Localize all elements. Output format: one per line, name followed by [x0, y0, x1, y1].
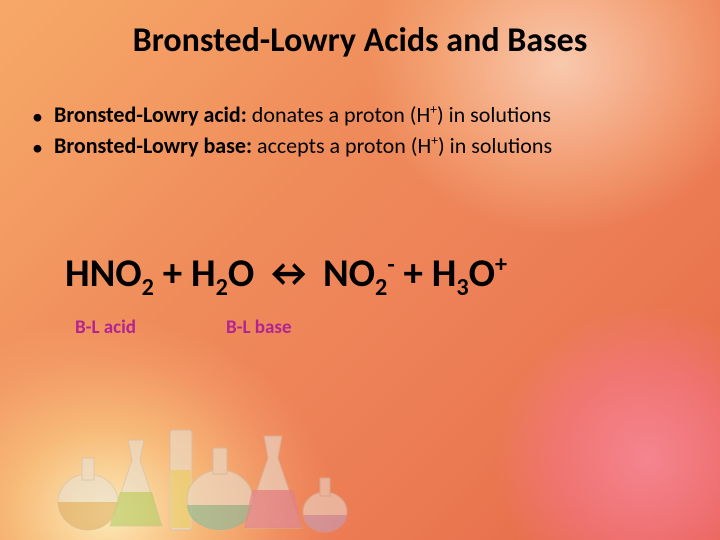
eq-part: + H — [154, 250, 216, 297]
flasks-graphic — [40, 340, 360, 540]
base-label: B-L base — [226, 316, 292, 339]
bullet-text: Bronsted-Lowry base: accepts a proton (H… — [54, 133, 680, 160]
bullet-rest-after: ) in solutions — [438, 132, 552, 159]
subscript: 2 — [216, 273, 228, 302]
bullet-marker: • — [32, 133, 54, 162]
acid-label: B-L acid — [75, 316, 136, 339]
eq-part: O ↔ NO — [228, 250, 375, 297]
bullet-text: Bronsted-Lowry acid: donates a proton (H… — [54, 102, 680, 129]
superscript: - — [387, 250, 394, 279]
subscript: 2 — [375, 273, 387, 302]
bullet-list: • Bronsted-Lowry acid: donates a proton … — [32, 102, 680, 164]
eq-part: HNO — [65, 250, 142, 297]
eq-part: + H — [395, 250, 457, 297]
equation-labels: B-L acid B-L base — [75, 316, 292, 339]
slide-title: Bronsted-Lowry Acids and Bases — [0, 20, 720, 61]
bullet-lead: Bronsted-Lowry acid: — [54, 101, 247, 128]
superscript: + — [430, 101, 437, 118]
superscript: + — [431, 132, 438, 149]
subscript: 2 — [142, 273, 154, 302]
superscript: + — [495, 250, 507, 279]
bullet-item: • Bronsted-Lowry acid: donates a proton … — [32, 102, 680, 131]
bullet-lead: Bronsted-Lowry base: — [54, 132, 252, 159]
bullet-rest-after: ) in solutions — [437, 101, 551, 128]
bullet-item: • Bronsted-Lowry base: accepts a proton … — [32, 133, 680, 162]
bullet-rest: donates a proton (H — [247, 101, 430, 128]
subscript: 3 — [456, 273, 468, 302]
chemical-equation: HNO2 + H2O ↔ NO2- + H3O+ — [65, 250, 690, 297]
bullet-marker: • — [32, 102, 54, 131]
eq-part: O — [469, 250, 495, 297]
slide: Bronsted-Lowry Acids and Bases • Bronste… — [0, 0, 720, 540]
bullet-rest: accepts a proton (H — [252, 132, 431, 159]
